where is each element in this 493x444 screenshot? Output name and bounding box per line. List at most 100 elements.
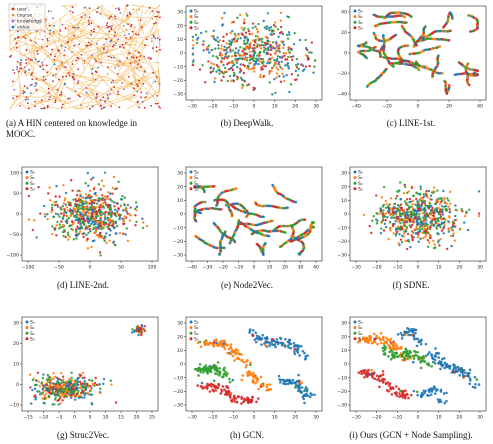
data-point [218,72,221,75]
data-point [53,403,56,406]
hin-node [88,23,90,26]
data-point [86,247,90,250]
data-point [287,379,290,382]
hin-node [118,8,121,11]
data-point [203,386,206,389]
data-point [79,384,83,387]
legend-label: S₂ [358,20,363,26]
data-point [93,201,96,205]
data-point [280,40,283,43]
x-tick-label: 0 [253,104,256,110]
x-tick-label: 0 [417,104,420,110]
data-point [93,192,96,196]
data-point [79,223,82,226]
x-tick-label: −40 [351,104,361,110]
data-point [415,191,418,195]
data-point [222,72,225,75]
hin-node [24,71,27,74]
hin-edge [106,94,135,107]
data-point [63,197,67,200]
hin-node [113,35,116,37]
data-point [86,385,90,389]
data-point [288,381,292,385]
hin-node [156,10,159,13]
data-point [111,192,114,195]
hin-node [122,46,125,49]
hin-node [51,48,53,51]
data-point [289,346,293,350]
data-point [79,394,82,397]
data-point [424,236,427,239]
hin-node [47,10,50,13]
hin-node [136,67,139,69]
data-point [123,203,127,207]
data-point [224,372,228,376]
y-tick-label: −10 [173,225,183,231]
data-point [80,200,84,204]
data-point [81,195,84,199]
x-tick-label: 10 [267,265,273,271]
data-point [298,38,302,42]
hin-node [72,72,74,75]
data-point [62,234,65,238]
hin-edge [148,4,161,15]
data-point [269,53,272,56]
data-point [296,74,300,77]
hin-legend-marker [11,25,15,29]
hin-node [52,17,54,20]
data-point [402,232,406,235]
data-point [447,230,450,233]
data-point [391,224,395,228]
data-point [304,386,308,389]
data-point [71,189,74,192]
data-point [225,42,228,45]
data-point [135,220,138,223]
data-point [286,344,290,347]
hin-node [139,55,142,57]
x-tick-label: −40 [187,265,197,271]
data-point [45,378,49,381]
data-point [265,385,269,389]
data-point [421,211,425,215]
data-point [86,202,90,205]
hin-node [49,29,52,32]
data-point [268,383,272,386]
data-point [404,239,407,243]
data-point [304,65,308,68]
data-point [66,233,70,237]
data-point [286,61,290,65]
hin-node [48,98,51,101]
hin-node [151,10,154,13]
data-point [251,58,254,61]
data-point [387,205,390,208]
hin-node [66,41,69,44]
data-point [93,205,96,209]
data-point [290,58,294,61]
data-point [86,217,90,220]
hin-node [138,59,141,62]
data-point [285,58,289,61]
data-point [76,376,80,380]
x-tick-label: 0 [253,415,256,421]
legend-label: S₂ [194,20,199,26]
data-point [71,222,75,226]
y-tick-label: 30 [177,171,183,177]
data-point [452,223,455,227]
hin-edge [144,5,151,15]
data-point [461,375,465,378]
data-point [109,198,112,201]
hin-node [48,33,51,35]
data-point [258,54,261,57]
y-tick-label: 40 [341,10,347,16]
data-point [285,73,288,77]
data-point [388,226,392,230]
data-point [313,59,317,62]
y-tick-label: −10 [337,225,347,231]
data-point [65,380,68,383]
y-tick-label: 30 [177,321,183,327]
data-point [419,187,422,191]
data-point [303,401,306,405]
data-point [420,196,423,200]
data-point [75,392,78,396]
